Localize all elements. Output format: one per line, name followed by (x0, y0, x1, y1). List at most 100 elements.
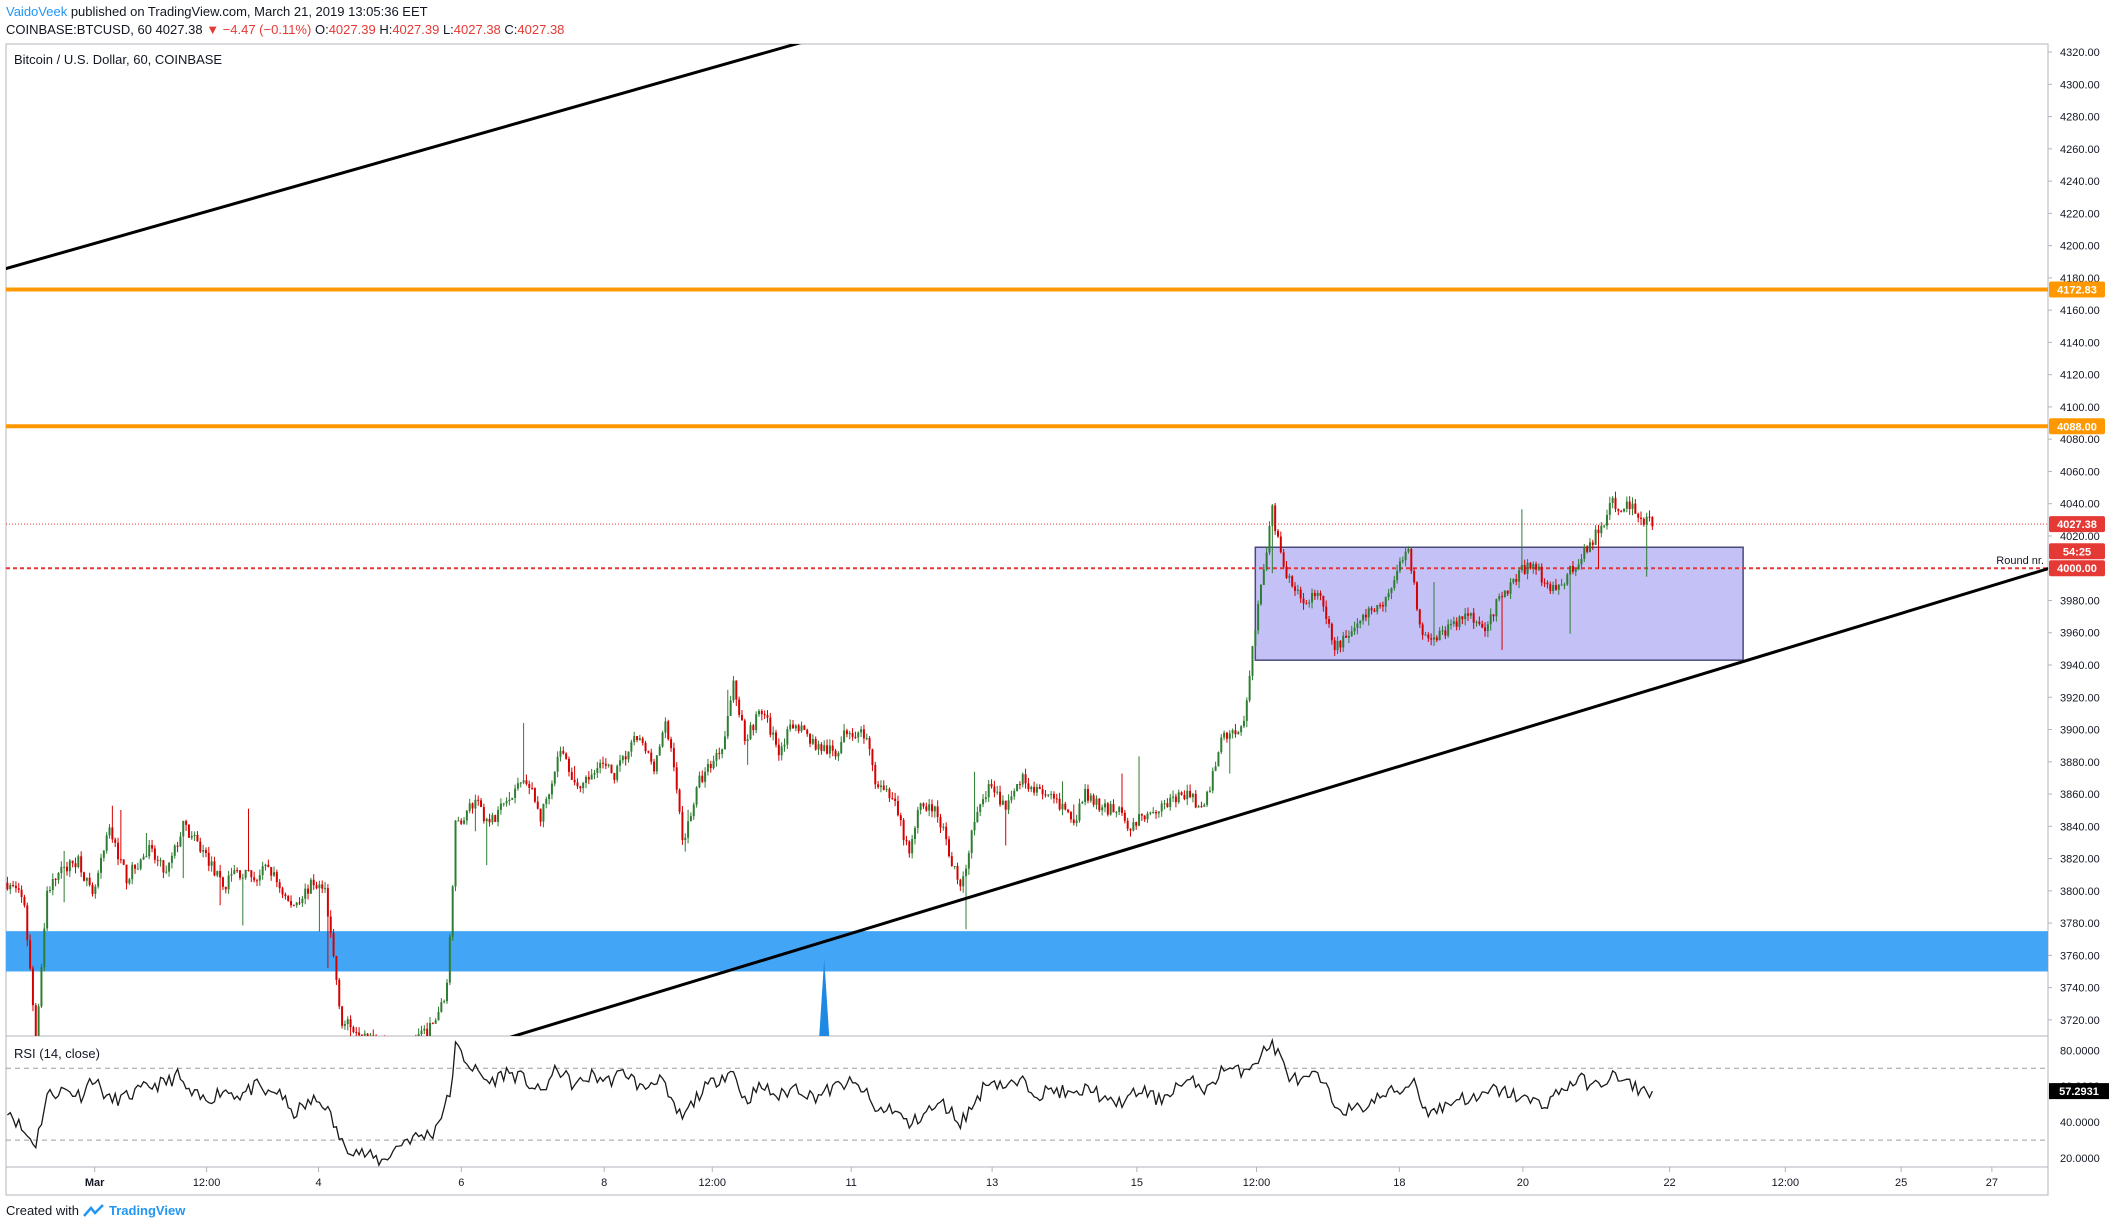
candle-body (1390, 588, 1393, 594)
price-change: ▼ −4.47 (−0.11%) (206, 22, 312, 37)
candle-body (304, 888, 307, 899)
candle-body (885, 789, 888, 791)
candle-body (658, 746, 661, 756)
candle-body (1486, 624, 1489, 632)
candle-body (343, 1024, 346, 1026)
candle-body (976, 811, 979, 822)
footer: Created with TradingView (6, 1203, 185, 1218)
candle-body (142, 856, 145, 860)
candle-body (1118, 807, 1121, 812)
candle-body (230, 874, 233, 876)
price-candles (6, 491, 1654, 1036)
candle-body (1132, 822, 1135, 831)
candle-body (1645, 516, 1648, 525)
candle-body (1024, 774, 1027, 784)
price-axis[interactable]: 4320.00 4300.00 4280.00 4260.00 4240.00 4220.… (2048, 47, 2100, 1027)
candle-body (797, 725, 800, 732)
candle-body (1640, 517, 1643, 519)
candle-body (1248, 675, 1251, 701)
candle-body (687, 821, 690, 838)
candle-body (982, 799, 985, 805)
trend-lines[interactable] (0, 38, 2049, 1039)
candle-body (868, 738, 871, 750)
candle-body (431, 1022, 434, 1024)
consolidation-range-box[interactable] (1254, 546, 1744, 661)
trend-line[interactable] (504, 567, 2050, 1039)
candle-body (1438, 630, 1441, 641)
candle-body (1461, 616, 1464, 620)
rsi-tick-label: 80.0000 (2060, 1045, 2100, 1057)
candle-body (179, 836, 182, 847)
candle-body (519, 782, 522, 784)
candle-body (882, 785, 885, 790)
candle-body (1163, 803, 1166, 805)
candle-body (528, 783, 531, 788)
author-link[interactable]: VaidoVeek (6, 4, 68, 19)
candle-body (1251, 646, 1254, 676)
candle-body (845, 730, 848, 735)
candle-body (562, 751, 565, 754)
candle-body (46, 890, 49, 929)
rsi-pane (6, 1037, 2048, 1167)
tradingview-brand[interactable]: TradingView (108, 1203, 186, 1218)
candle-body (71, 860, 74, 864)
candle-body (990, 784, 993, 787)
candle-body (434, 1020, 437, 1024)
candle-body (809, 734, 812, 744)
candle-body (1498, 596, 1501, 600)
candle-body (684, 837, 687, 841)
candle-body (125, 864, 128, 884)
candle-body (1095, 798, 1098, 805)
candle-body (1631, 503, 1634, 510)
price-tick-label: 4060.00 (2060, 466, 2100, 478)
candle-body (721, 749, 724, 754)
rsi-tick-label: 20.0000 (2060, 1153, 2100, 1165)
candle-body (984, 797, 987, 800)
candle-body (967, 853, 970, 869)
candle-body (1308, 602, 1311, 604)
price-tick-label: 4240.00 (2060, 176, 2100, 188)
candle-body (644, 742, 647, 752)
time-tick-label: 18 (1393, 1177, 1405, 1189)
time-axis[interactable]: Mar 12:00 4 6 8 12:00 11 13 15 12:00 18 20 22 12:00 25… (85, 1167, 1998, 1189)
candle-body (1512, 579, 1515, 583)
price-tick-label: 3860.00 (2060, 789, 2100, 801)
candle-body (1186, 790, 1189, 800)
candle-body (953, 865, 956, 867)
candle-body (1362, 614, 1365, 621)
candle-body (1220, 737, 1223, 753)
candle-body (1299, 589, 1302, 599)
price-label-tag (2049, 543, 2105, 560)
price-tick-label: 4220.00 (2060, 208, 2100, 220)
candle-body (417, 1034, 420, 1036)
open-value: 4027.39 (328, 22, 376, 37)
candle-body (602, 762, 604, 764)
candle-body (148, 845, 151, 857)
candle-body (826, 745, 829, 754)
candle-body (950, 856, 953, 867)
candle-body (454, 820, 457, 887)
candle-body (959, 879, 962, 887)
candle-body (1591, 542, 1594, 545)
candle-body (689, 816, 692, 822)
chart-area[interactable]: Bitcoin / U.S. Dollar, 60, COINBASE RSI … (0, 38, 2116, 1198)
candle-body (1007, 800, 1010, 810)
candle-body (1257, 604, 1260, 631)
candle-body (650, 752, 653, 762)
candle-body (1217, 752, 1220, 767)
candle-body (877, 784, 880, 788)
candle-body (1421, 624, 1424, 636)
candle-body (273, 872, 276, 876)
support-zone (6, 931, 2048, 972)
trend-line[interactable] (0, 38, 824, 278)
candle-body (1081, 802, 1084, 804)
candle-body (221, 877, 224, 887)
price-tick-label: 3920.00 (2060, 692, 2100, 704)
candle-body (1424, 634, 1427, 636)
candle-body (783, 744, 786, 747)
ohlc-bar: COINBASE:BTCUSD, 60 4027.38 ▼ −4.47 (−0.… (6, 22, 564, 37)
candle-body (1010, 796, 1013, 801)
candle-body (661, 732, 664, 747)
candle-body (360, 1035, 363, 1036)
candle-body (948, 839, 950, 857)
